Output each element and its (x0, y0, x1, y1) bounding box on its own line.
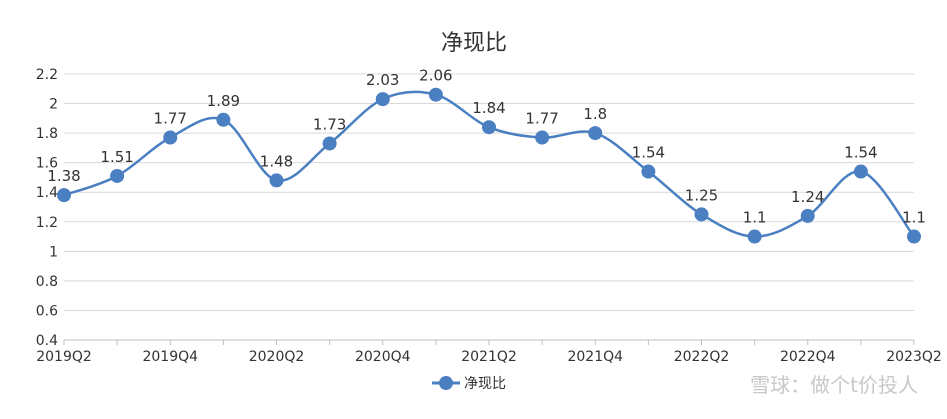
x-tick-label: 2021Q4 (567, 349, 623, 365)
y-axis: 0.4 0.6 0.8 1 1.2 1.4 1.6 1.8 2 2.2 (36, 67, 58, 349)
y-tick-label: 2.2 (36, 67, 58, 83)
y-tick-label: 1.4 (36, 185, 58, 201)
data-label: 1.24 (791, 188, 824, 206)
legend-marker-icon (439, 376, 453, 390)
x-tick-label: 2023Q2 (886, 349, 942, 365)
x-tick-label: 2021Q2 (461, 349, 517, 365)
data-point (800, 208, 815, 223)
y-tick-label: 1 (49, 244, 58, 260)
data-label: 1.89 (207, 92, 240, 110)
legend: 净现比 (432, 376, 506, 392)
data-label: 1.1 (743, 209, 767, 227)
data-point (375, 92, 390, 107)
data-point (163, 130, 178, 145)
y-tick-label: 2 (49, 97, 58, 113)
data-point (428, 87, 443, 102)
x-tick-label: 2019Q2 (36, 349, 92, 365)
data-point (216, 112, 231, 127)
data-point (641, 164, 656, 179)
data-label: 1.25 (685, 186, 718, 204)
data-point (269, 173, 284, 188)
data-point (535, 130, 550, 145)
x-tick-label: 2020Q2 (249, 349, 305, 365)
watermark: 雪球：做个t价投人 (750, 373, 918, 397)
data-point (322, 136, 337, 151)
x-tick-label: 2022Q4 (780, 349, 836, 365)
x-tick-label: 2020Q4 (355, 349, 411, 365)
data-label: 1.38 (47, 167, 80, 185)
data-label: 1.54 (632, 144, 665, 162)
y-tick-label: 1.8 (36, 126, 58, 142)
data-label: 1.77 (154, 110, 187, 128)
x-tick-label: 2019Q4 (142, 349, 198, 365)
data-point (110, 168, 125, 183)
data-point (482, 120, 496, 135)
chart-title: 净现比 (441, 31, 507, 56)
data-point (57, 188, 71, 203)
data-label: 1.73 (313, 115, 346, 133)
data-label: 1.77 (525, 110, 558, 128)
data-label: 1.54 (844, 144, 877, 162)
data-label: 1.48 (260, 152, 293, 170)
data-label: 1.51 (100, 148, 133, 166)
data-point (588, 126, 603, 141)
data-point (747, 229, 762, 244)
data-point (694, 207, 709, 222)
y-tick-label: 0.8 (36, 274, 58, 290)
x-tick-label: 2022Q2 (674, 349, 730, 365)
data-label: 1.8 (583, 105, 607, 123)
data-label: 1.84 (472, 99, 505, 117)
gridlines (64, 73, 914, 341)
data-label: 2.03 (366, 71, 399, 89)
data-label: 1.1 (902, 209, 926, 227)
y-tick-label: 1.6 (36, 156, 58, 172)
y-tick-label: 0.4 (36, 333, 58, 349)
y-tick-label: 0.6 (36, 303, 58, 319)
y-tick-label: 1.2 (36, 215, 58, 231)
legend-label: 净现比 (464, 376, 506, 392)
data-point (907, 229, 921, 244)
data-point (853, 164, 868, 179)
x-axis: 2019Q2 2019Q4 2020Q2 2020Q4 2021Q2 2021Q4 2022… (36, 340, 942, 365)
data-label: 2.06 (419, 67, 452, 85)
series-layer: 1.38 1.51 1.77 1.89 1.48 1.73 2.03 2.06 1.84 1.77… (47, 67, 926, 244)
